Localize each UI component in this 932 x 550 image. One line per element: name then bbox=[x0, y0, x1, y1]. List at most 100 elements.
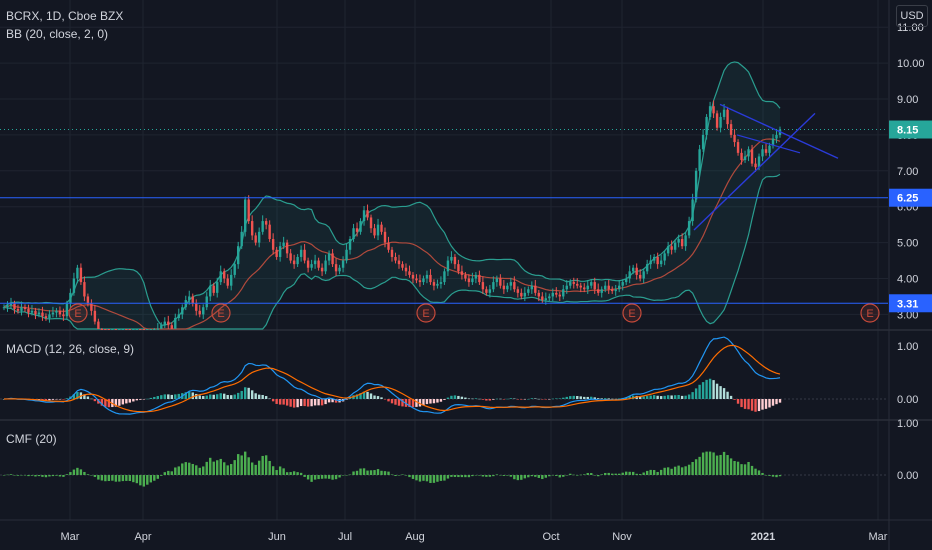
cmf-bar bbox=[754, 468, 757, 475]
macd-histogram-bar bbox=[299, 399, 303, 407]
cmf-bar bbox=[317, 475, 320, 480]
cmf-bar bbox=[590, 473, 593, 475]
earnings-marker-label: E bbox=[74, 308, 81, 320]
candle-body bbox=[167, 321, 170, 326]
price-tick-label: 11.00 bbox=[897, 22, 924, 34]
cmf-bar bbox=[642, 472, 645, 475]
candle-body bbox=[34, 310, 37, 315]
candle-body bbox=[600, 289, 603, 293]
currency-button[interactable]: USD bbox=[896, 5, 928, 27]
macd-histogram-bar bbox=[590, 396, 593, 399]
macd-histogram-bar bbox=[642, 396, 645, 399]
time-axis-label: Jul bbox=[338, 531, 352, 543]
cmf-bar bbox=[121, 475, 125, 482]
cmf-bar bbox=[79, 469, 83, 475]
macd-histogram-bar bbox=[726, 391, 729, 399]
cmf-bar bbox=[436, 475, 439, 482]
macd-histogram-bar bbox=[656, 395, 659, 399]
earnings-marker[interactable] bbox=[416, 303, 436, 323]
cmf-bar bbox=[250, 462, 254, 475]
candle-body bbox=[327, 253, 331, 261]
earnings-marker[interactable] bbox=[68, 303, 88, 323]
macd-histogram-bar bbox=[425, 399, 429, 405]
candle-body bbox=[411, 274, 415, 279]
candle-body bbox=[436, 283, 439, 286]
candle-body bbox=[62, 314, 65, 317]
cmf-bar bbox=[44, 475, 48, 478]
macd-histogram-bar bbox=[562, 397, 565, 399]
cmf-bar bbox=[177, 466, 180, 475]
candle-body bbox=[586, 285, 589, 290]
candle-body bbox=[324, 260, 327, 272]
cmf-bar bbox=[233, 460, 236, 475]
cmf-bar bbox=[722, 451, 726, 475]
macd-histogram-bar bbox=[768, 399, 771, 408]
candle-body bbox=[635, 267, 638, 275]
candle-body bbox=[240, 231, 243, 247]
cmf-bar bbox=[125, 475, 128, 481]
cmf-bar bbox=[715, 455, 719, 475]
candle-body bbox=[408, 271, 411, 275]
macd-histogram-bar bbox=[320, 399, 324, 406]
macd-histogram-bar bbox=[219, 393, 222, 399]
macd-histogram-bar bbox=[226, 395, 229, 399]
macd-histogram-bar bbox=[701, 382, 705, 399]
cmf-bar bbox=[544, 475, 548, 478]
earnings-marker[interactable] bbox=[860, 303, 880, 323]
earnings-marker[interactable] bbox=[211, 303, 231, 323]
cmf-bar bbox=[579, 474, 582, 476]
cmf-bar bbox=[97, 475, 100, 480]
candle-body bbox=[268, 224, 271, 240]
candle-body bbox=[740, 152, 743, 161]
macd-histogram-bar bbox=[306, 399, 310, 407]
macd-histogram-bar bbox=[684, 395, 687, 399]
macd-histogram-bar bbox=[41, 399, 44, 401]
candle-body bbox=[624, 278, 628, 283]
macd-histogram-bar bbox=[698, 384, 701, 399]
macd-histogram-bar bbox=[513, 398, 516, 400]
candle-body bbox=[212, 285, 215, 293]
symbol-title: BCRX, 1D, Cboe BZX bbox=[6, 9, 124, 23]
macd-histogram-bar bbox=[282, 399, 285, 405]
candle-body bbox=[97, 321, 100, 329]
candle-body bbox=[366, 210, 369, 218]
candle-body bbox=[425, 274, 429, 279]
trendline-rising[interactable] bbox=[693, 112, 816, 231]
macd-histogram-bar bbox=[764, 399, 768, 409]
cmf-bar bbox=[680, 467, 684, 475]
trendline-falling[interactable] bbox=[719, 103, 839, 159]
candle-body bbox=[191, 296, 194, 304]
candle-body bbox=[271, 239, 275, 250]
cmf-bar bbox=[659, 469, 663, 475]
macd-histogram-bar bbox=[188, 391, 191, 399]
cmf-bar bbox=[167, 470, 170, 475]
macd-histogram-bar bbox=[729, 395, 733, 399]
cmf-bar bbox=[118, 475, 121, 482]
cmf-bar bbox=[527, 475, 530, 478]
cmf-bar bbox=[16, 475, 20, 476]
macd-histogram-bar bbox=[191, 392, 194, 399]
time-axis-label: Jun bbox=[268, 531, 286, 543]
cmf-bar bbox=[411, 475, 415, 479]
cmf-bar bbox=[292, 471, 296, 475]
candle-body bbox=[247, 199, 250, 222]
candle-body bbox=[604, 285, 607, 290]
candle-body bbox=[631, 267, 635, 272]
cmf-bar bbox=[188, 462, 191, 475]
cmf-bar bbox=[764, 475, 768, 476]
macd-histogram-bar bbox=[128, 399, 132, 403]
cmf-bar bbox=[373, 470, 376, 475]
earnings-marker[interactable] bbox=[622, 303, 642, 323]
candle-body bbox=[188, 296, 191, 301]
macd-histogram-bar bbox=[310, 399, 313, 407]
cmf-bar bbox=[331, 475, 334, 480]
macd-histogram-bar bbox=[736, 399, 740, 404]
macd-histogram-bar bbox=[722, 388, 726, 399]
candle-body bbox=[352, 228, 355, 240]
trendline-short[interactable] bbox=[736, 134, 801, 154]
candle-body bbox=[652, 256, 656, 261]
candle-body bbox=[579, 285, 582, 288]
cmf-bar bbox=[520, 475, 523, 480]
macd-histogram-bar bbox=[778, 399, 782, 403]
